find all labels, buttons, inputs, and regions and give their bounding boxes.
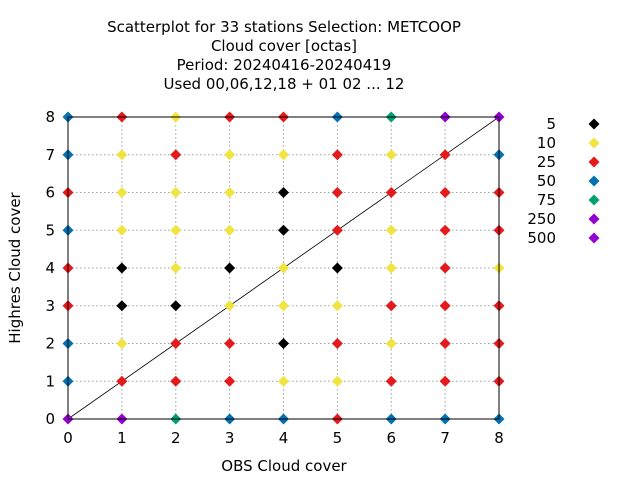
scatter-point <box>439 187 451 198</box>
y-tick-label: 5 <box>45 221 55 239</box>
plot-frame <box>67 116 500 420</box>
y-axis-label: Highres Cloud cover <box>6 191 24 343</box>
scatter-point <box>170 338 182 349</box>
x-tick-label: 3 <box>225 429 235 447</box>
scatter-point <box>385 262 397 274</box>
scatter-point <box>278 262 289 274</box>
scatter-point <box>224 149 236 161</box>
scatter-point <box>278 149 289 161</box>
x-tick-label: 5 <box>333 429 343 447</box>
scatter-point <box>439 338 451 349</box>
title-line: Used 00,06,12,18 + 01 02 ... 12 <box>164 75 405 93</box>
scatter-point <box>331 187 343 198</box>
scatter-point <box>116 375 128 387</box>
scatter-point <box>116 224 128 236</box>
scatter-point <box>385 224 397 236</box>
scatter-point <box>385 375 397 387</box>
y-tick-label: 1 <box>45 372 55 390</box>
scatter-point <box>116 338 128 349</box>
scatter-point <box>170 375 182 387</box>
y-tick-label: 8 <box>45 108 55 126</box>
scatter-point <box>224 375 236 387</box>
y-tick-label: 6 <box>45 184 55 202</box>
scatter-point <box>170 300 182 312</box>
scatter-point <box>439 149 451 161</box>
scatter-point <box>224 224 236 236</box>
scatter-point <box>439 375 451 387</box>
legend-label: 250 <box>527 210 556 228</box>
legend-marker <box>588 213 600 225</box>
scatter-point <box>439 262 451 274</box>
scatter-point <box>170 149 182 161</box>
y-tick-label: 3 <box>45 297 55 315</box>
y-tick-label: 2 <box>45 335 55 353</box>
legend-marker <box>588 232 600 244</box>
y-tick-labels: 0 1 2 3 4 5 6 7 8 <box>45 108 55 428</box>
scatter-point <box>224 262 236 274</box>
legend-label: 5 <box>546 115 556 133</box>
title-line: Cloud cover [octas] <box>211 37 357 55</box>
legend-marker <box>588 194 600 206</box>
scatter-point <box>278 224 289 236</box>
chart-title: Scatterplot for 33 stations Selection: M… <box>107 18 461 93</box>
scatter-point <box>116 262 128 274</box>
scatter-point <box>331 300 343 312</box>
scatter-point <box>170 187 182 198</box>
scatter-point <box>224 187 236 198</box>
scatter-point <box>224 338 236 349</box>
scatter-point <box>331 262 343 274</box>
scatter-point <box>385 338 397 349</box>
y-tick-label: 0 <box>45 410 55 428</box>
legend-marker <box>588 156 600 168</box>
y-tick-label: 7 <box>45 146 55 164</box>
scatter-point <box>331 375 343 387</box>
scatter-point <box>116 300 128 312</box>
scatter-point <box>170 224 182 236</box>
scatter-point <box>224 300 236 312</box>
legend-label: 50 <box>537 172 556 190</box>
scatter-point <box>385 149 397 161</box>
scatter-point <box>331 224 343 236</box>
x-tick-label: 8 <box>494 429 504 447</box>
legend-label: 500 <box>527 229 556 247</box>
x-tick-label: 1 <box>117 429 127 447</box>
legend-label: 25 <box>537 153 556 171</box>
x-axis-label: OBS Cloud cover <box>221 457 347 475</box>
scatter-point <box>385 300 397 312</box>
title-line: Period: 20240416-20240419 <box>177 56 392 74</box>
scatter-point <box>278 187 289 198</box>
scatter-point <box>439 300 451 312</box>
scatter-point <box>116 149 128 161</box>
legend-label: 10 <box>537 134 556 152</box>
x-tick-label: 4 <box>279 429 289 447</box>
title-line: Scatterplot for 33 stations Selection: M… <box>107 18 461 36</box>
y-tick-label: 4 <box>45 259 55 277</box>
x-tick-label: 6 <box>386 429 396 447</box>
scatter-point <box>439 224 451 236</box>
legend-marker <box>588 137 600 149</box>
x-tick-labels: 0 1 2 3 4 5 6 7 8 <box>63 429 504 447</box>
x-tick-label: 0 <box>63 429 73 447</box>
scatter-point <box>385 187 397 198</box>
legend-label: 75 <box>537 191 556 209</box>
scatter-point <box>278 338 289 349</box>
scatter-point <box>331 149 343 161</box>
scatter-point <box>278 300 289 312</box>
x-tick-label: 7 <box>440 429 450 447</box>
x-tick-label: 2 <box>171 429 181 447</box>
scatter-point <box>278 375 289 387</box>
legend-marker <box>588 175 600 187</box>
scatter-point <box>331 338 343 349</box>
scatter-point <box>170 262 182 274</box>
legend-marker <box>588 118 600 130</box>
scatter-point <box>116 187 128 198</box>
